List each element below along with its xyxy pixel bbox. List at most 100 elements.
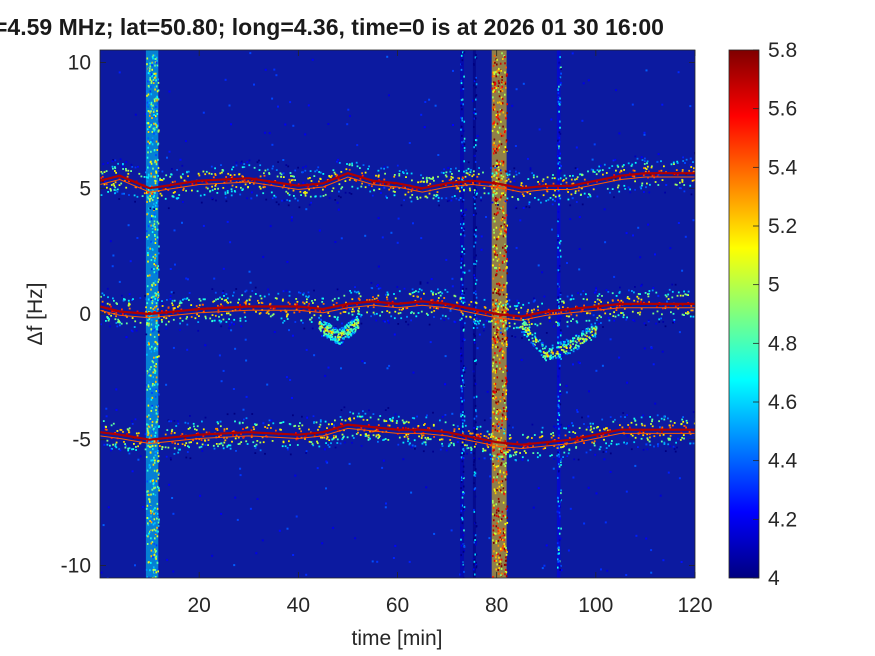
- interference-pixel: [153, 542, 156, 545]
- trace-pixel: [379, 183, 382, 186]
- trace-pixel: [640, 298, 643, 301]
- interference-pixel: [148, 372, 150, 375]
- trace-pixel: [521, 331, 523, 333]
- interference-pixel: [557, 476, 559, 479]
- interference-pixel: [153, 122, 155, 125]
- interference-pixel: [474, 260, 477, 263]
- trace-pixel: [319, 420, 322, 423]
- noise-pixel: [615, 89, 617, 92]
- trace-pixel: [248, 303, 251, 305]
- interference-pixel: [495, 514, 498, 517]
- interference-pixel: [497, 412, 499, 415]
- trace-pixel: [239, 304, 241, 306]
- trace-pixel: [145, 171, 147, 174]
- trace-pixel: [340, 171, 343, 173]
- trace-pixel: [335, 302, 338, 304]
- trace-pixel: [529, 168, 532, 171]
- interference-pixel: [157, 78, 159, 81]
- interference-pixel: [501, 572, 503, 575]
- trace-pixel: [683, 190, 686, 193]
- interference-pixel: [155, 376, 158, 379]
- noise-pixel: [340, 343, 343, 346]
- noise-pixel: [689, 164, 692, 167]
- trace-pixel: [468, 187, 471, 190]
- chart-title: =4.59 MHz; lat=50.80; long=4.36, time=0 …: [0, 14, 664, 40]
- trace-pixel: [630, 421, 633, 424]
- trace-pixel: [577, 292, 579, 294]
- trace-pixel: [351, 310, 353, 313]
- trace-pixel: [598, 314, 601, 317]
- trace-pixel: [660, 417, 663, 420]
- trace-pixel: [351, 308, 354, 310]
- interference-pixel: [559, 390, 561, 393]
- trace-pixel: [397, 312, 400, 315]
- trace-pixel: [400, 204, 403, 207]
- trace-pixel: [288, 294, 291, 297]
- interference-pixel: [498, 178, 500, 181]
- trace-pixel: [439, 291, 442, 293]
- trace-pixel: [177, 443, 179, 445]
- interference-pixel: [500, 120, 502, 123]
- trace-pixel: [490, 434, 493, 437]
- interference-pixel: [149, 114, 151, 117]
- trace-pixel: [569, 204, 572, 207]
- interference-pixel: [498, 556, 500, 559]
- interference-pixel: [506, 293, 508, 296]
- trace-pixel: [203, 193, 206, 196]
- interference-pixel: [497, 552, 499, 555]
- trace-pixel: [211, 185, 213, 188]
- trace-pixel: [397, 443, 400, 446]
- trace-pixel: [685, 419, 688, 422]
- trace-pixel: [229, 313, 232, 316]
- trace-pixel: [610, 442, 613, 445]
- trace-pixel: [344, 441, 346, 444]
- trace-pixel: [328, 315, 331, 317]
- interference-pixel: [460, 116, 462, 119]
- trace-pixel: [613, 174, 616, 176]
- trace-pixel: [172, 307, 175, 310]
- trace-pixel: [397, 415, 400, 418]
- trace-pixel: [186, 170, 188, 173]
- trace-pixel: [198, 446, 201, 449]
- trace-pixel: [629, 188, 631, 191]
- trace-pixel: [318, 171, 321, 173]
- noise-pixel: [184, 140, 187, 143]
- interference-pixel: [146, 293, 149, 296]
- trace-pixel: [221, 305, 224, 307]
- trace-pixel: [504, 180, 507, 183]
- interference-pixel: [146, 576, 149, 578]
- noise-pixel: [305, 208, 308, 211]
- trace-pixel: [569, 175, 571, 177]
- trace-pixel: [675, 184, 678, 186]
- trace-pixel: [516, 299, 519, 302]
- trace-pixel: [196, 313, 198, 316]
- trace-pixel: [322, 188, 324, 191]
- interference-pixel: [146, 370, 149, 373]
- interference-pixel: [501, 311, 504, 313]
- trace-pixel: [566, 295, 569, 298]
- interference-pixel: [474, 360, 476, 362]
- trace-pixel: [364, 186, 367, 189]
- noise-pixel: [290, 216, 293, 219]
- interference-pixel: [505, 338, 508, 341]
- interference-pixel: [496, 488, 498, 491]
- trace-pixel: [612, 420, 615, 423]
- interference-pixel: [149, 530, 151, 533]
- trace-pixel: [642, 430, 645, 433]
- trace-pixel: [450, 175, 453, 178]
- interference-pixel: [461, 387, 463, 390]
- interference-pixel: [559, 299, 562, 301]
- trace-pixel: [298, 206, 301, 209]
- carrier-trace: [100, 300, 695, 318]
- noise-pixel: [250, 191, 253, 194]
- trace-pixel: [223, 428, 226, 431]
- trace-pixel: [375, 435, 378, 438]
- trace-pixel: [229, 180, 232, 182]
- interference-pixel: [463, 160, 465, 163]
- trace-pixel: [114, 443, 117, 446]
- noise-pixel: [410, 491, 413, 494]
- trace-pixel: [423, 180, 425, 183]
- noise-pixel: [485, 319, 488, 322]
- trace-pixel: [559, 298, 562, 300]
- trace-pixel: [472, 181, 474, 184]
